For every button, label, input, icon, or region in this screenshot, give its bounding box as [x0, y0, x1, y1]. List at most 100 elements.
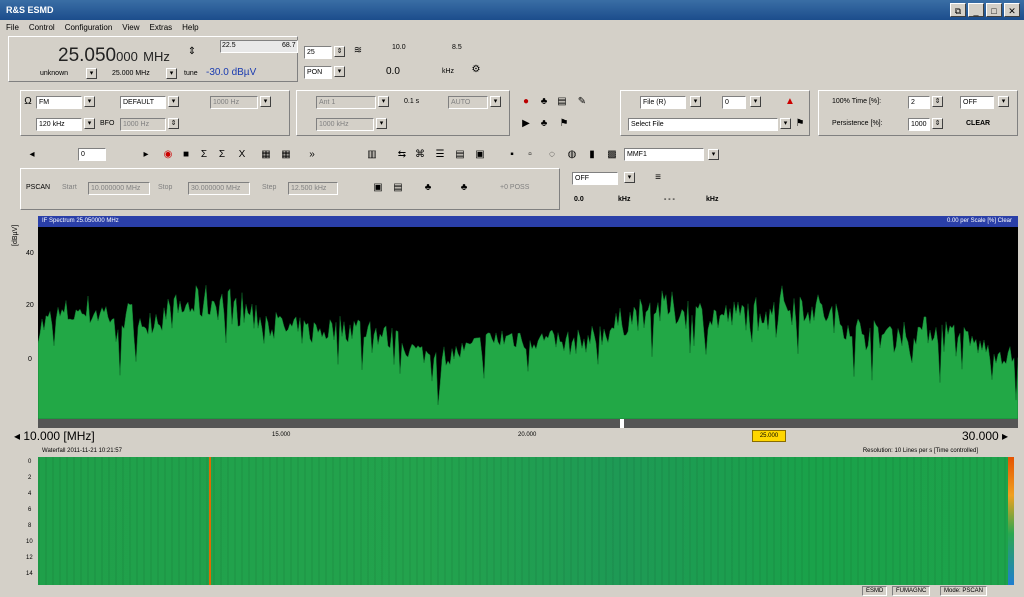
cube-icon[interactable]: ▩	[607, 149, 617, 160]
record-icon[interactable]: ●	[522, 96, 530, 107]
scroll-thumb[interactable]	[620, 419, 624, 428]
if-bw-select[interactable]: 120 kHz	[36, 118, 82, 131]
time-field[interactable]: 2	[908, 96, 930, 109]
grid-icon[interactable]: ▦	[261, 149, 271, 160]
menu-file[interactable]: File	[6, 22, 19, 32]
sigma-icon[interactable]: Σ	[218, 149, 226, 160]
bw-select[interactable]: 1000 Hz	[210, 96, 258, 109]
step-dropdown[interactable]: ▾	[166, 68, 177, 79]
memory-select[interactable]: MMF1	[624, 148, 704, 161]
scan-icon[interactable]: ⌘	[415, 149, 425, 160]
bfo-field[interactable]: 1000 Hz	[120, 118, 166, 131]
close-button[interactable]: ✕	[1004, 3, 1020, 17]
pon-dropdown[interactable]: ▾	[334, 66, 345, 77]
demod-select[interactable]: FM	[36, 96, 82, 109]
save-icon[interactable]: ▪	[510, 149, 514, 160]
spectrum-plot[interactable]	[38, 227, 1018, 419]
auto2-dropdown[interactable]: ▾	[376, 118, 387, 129]
off-select[interactable]: OFF	[960, 96, 994, 109]
file-num-dropdown[interactable]: ▾	[750, 96, 761, 107]
block-icon[interactable]: ▮	[589, 149, 595, 160]
doc-icon[interactable]: ▫	[528, 149, 532, 160]
menu-configuration[interactable]: Configuration	[64, 22, 113, 32]
memory-dropdown[interactable]: ▾	[708, 149, 719, 160]
person-icon[interactable]: ♣	[540, 96, 548, 107]
menu-extras[interactable]: Extras	[149, 22, 173, 32]
play-icon[interactable]: ▶	[522, 118, 530, 129]
off-dropdown2[interactable]: ▾	[624, 172, 635, 183]
menu-control[interactable]: Control	[28, 22, 55, 32]
step-field-pscan[interactable]: 12.500 kHz	[288, 182, 338, 195]
bfo-spin[interactable]: ⇕	[168, 118, 179, 129]
db-icon[interactable]: ≡	[655, 172, 661, 183]
tool-icon[interactable]: ✎	[577, 96, 587, 107]
auto-dropdown[interactable]: ▾	[490, 96, 501, 107]
grid2-icon[interactable]: ▦	[281, 149, 291, 160]
spectrum-scrollbar[interactable]	[38, 419, 1018, 428]
signal-icon[interactable]: ≋	[353, 45, 363, 56]
x-axis-right[interactable]: 30.000 ▸	[962, 429, 1009, 443]
off-dropdown[interactable]: ▾	[998, 96, 1009, 107]
sum-icon[interactable]: Σ	[200, 149, 208, 160]
alarm-icon[interactable]: ▲	[785, 96, 795, 107]
persistence-spin[interactable]: ⇕	[932, 118, 943, 129]
pon-select[interactable]: PON	[304, 66, 332, 79]
person3-icon[interactable]: ♣	[424, 182, 432, 193]
persistence-field[interactable]: 1000	[908, 118, 930, 131]
file-num-field[interactable]: 0	[722, 96, 746, 109]
demod-dropdown[interactable]: ▾	[84, 96, 95, 107]
step-spin[interactable]: ⇕	[334, 46, 345, 57]
clear-button[interactable]: CLEAR	[966, 120, 991, 127]
print-icon[interactable]: ▤	[557, 96, 567, 107]
waterfall-plot[interactable]	[38, 457, 1008, 585]
x-axis-left[interactable]: ◂ 10.000 [MHz]	[14, 429, 95, 443]
file-dropdown[interactable]: ▾	[690, 96, 701, 107]
select-file-dropdown[interactable]: ▾	[780, 118, 791, 129]
ant-select[interactable]: Ant 1	[316, 96, 376, 109]
frequency-stepper-icon[interactable]: ⇕	[187, 46, 197, 57]
record-red-icon[interactable]: ◉	[163, 149, 173, 160]
file-select[interactable]: File (R)	[640, 96, 686, 109]
open-icon[interactable]: ▤	[393, 182, 403, 193]
zoom-icon[interactable]: ◌	[549, 149, 555, 160]
save2-icon[interactable]: ▣	[373, 182, 383, 193]
fill-icon[interactable]: ◍	[567, 149, 577, 160]
minimize-button[interactable]: _	[968, 3, 984, 17]
auto2-select[interactable]: 1000 kHz	[316, 118, 374, 131]
frequency-marker[interactable]: 25.000	[752, 430, 786, 442]
auto-select[interactable]: AUTO	[448, 96, 488, 109]
list-icon[interactable]: ☰	[435, 149, 445, 160]
arrow-right-icon[interactable]: ▸	[143, 149, 149, 160]
restore-button[interactable]: ⧉	[950, 3, 966, 17]
person4-icon[interactable]: ♣	[460, 182, 468, 193]
agc-dropdown[interactable]: ▾	[168, 96, 179, 107]
arrow-left-icon[interactable]: ◂	[29, 149, 35, 160]
agc-select[interactable]: DEFAULT	[120, 96, 166, 109]
step-field[interactable]: 25	[304, 46, 332, 59]
select-file-field[interactable]: Select File	[628, 118, 778, 131]
if-bw-dropdown[interactable]: ▾	[84, 118, 95, 129]
off-field[interactable]: OFF	[572, 172, 618, 185]
swap-icon[interactable]: ⇆	[397, 149, 407, 160]
window-icon[interactable]: ▣	[475, 149, 485, 160]
marker-icon[interactable]: ⚑	[559, 118, 569, 129]
maximize-button[interactable]: □	[986, 3, 1002, 17]
ant-dropdown[interactable]: ▾	[378, 96, 389, 107]
toolbar-step-field[interactable]: 0	[78, 148, 106, 161]
start-field[interactable]: 10.000000 MHz	[88, 182, 150, 195]
flag-icon[interactable]: ⚑	[795, 118, 805, 129]
menu-help[interactable]: Help	[182, 22, 199, 32]
forward-icon[interactable]: »	[309, 149, 315, 160]
stop-field[interactable]: 30.000000 MHz	[188, 182, 250, 195]
bw-dropdown[interactable]: ▾	[260, 96, 271, 107]
person2-icon[interactable]: ♣	[540, 118, 548, 129]
stop-icon[interactable]: ■	[182, 149, 190, 160]
time-spin[interactable]: ⇕	[932, 96, 943, 107]
x-icon[interactable]: Χ	[238, 149, 246, 160]
settings-icon[interactable]: ⚙	[471, 64, 481, 75]
menu-view[interactable]: View	[122, 22, 140, 32]
mode-dropdown[interactable]: ▾	[86, 68, 97, 79]
frequency-display[interactable]: 25.050000 MHz	[58, 45, 170, 67]
chart-icon[interactable]: ▥	[367, 149, 377, 160]
table-icon[interactable]: ▤	[455, 149, 465, 160]
